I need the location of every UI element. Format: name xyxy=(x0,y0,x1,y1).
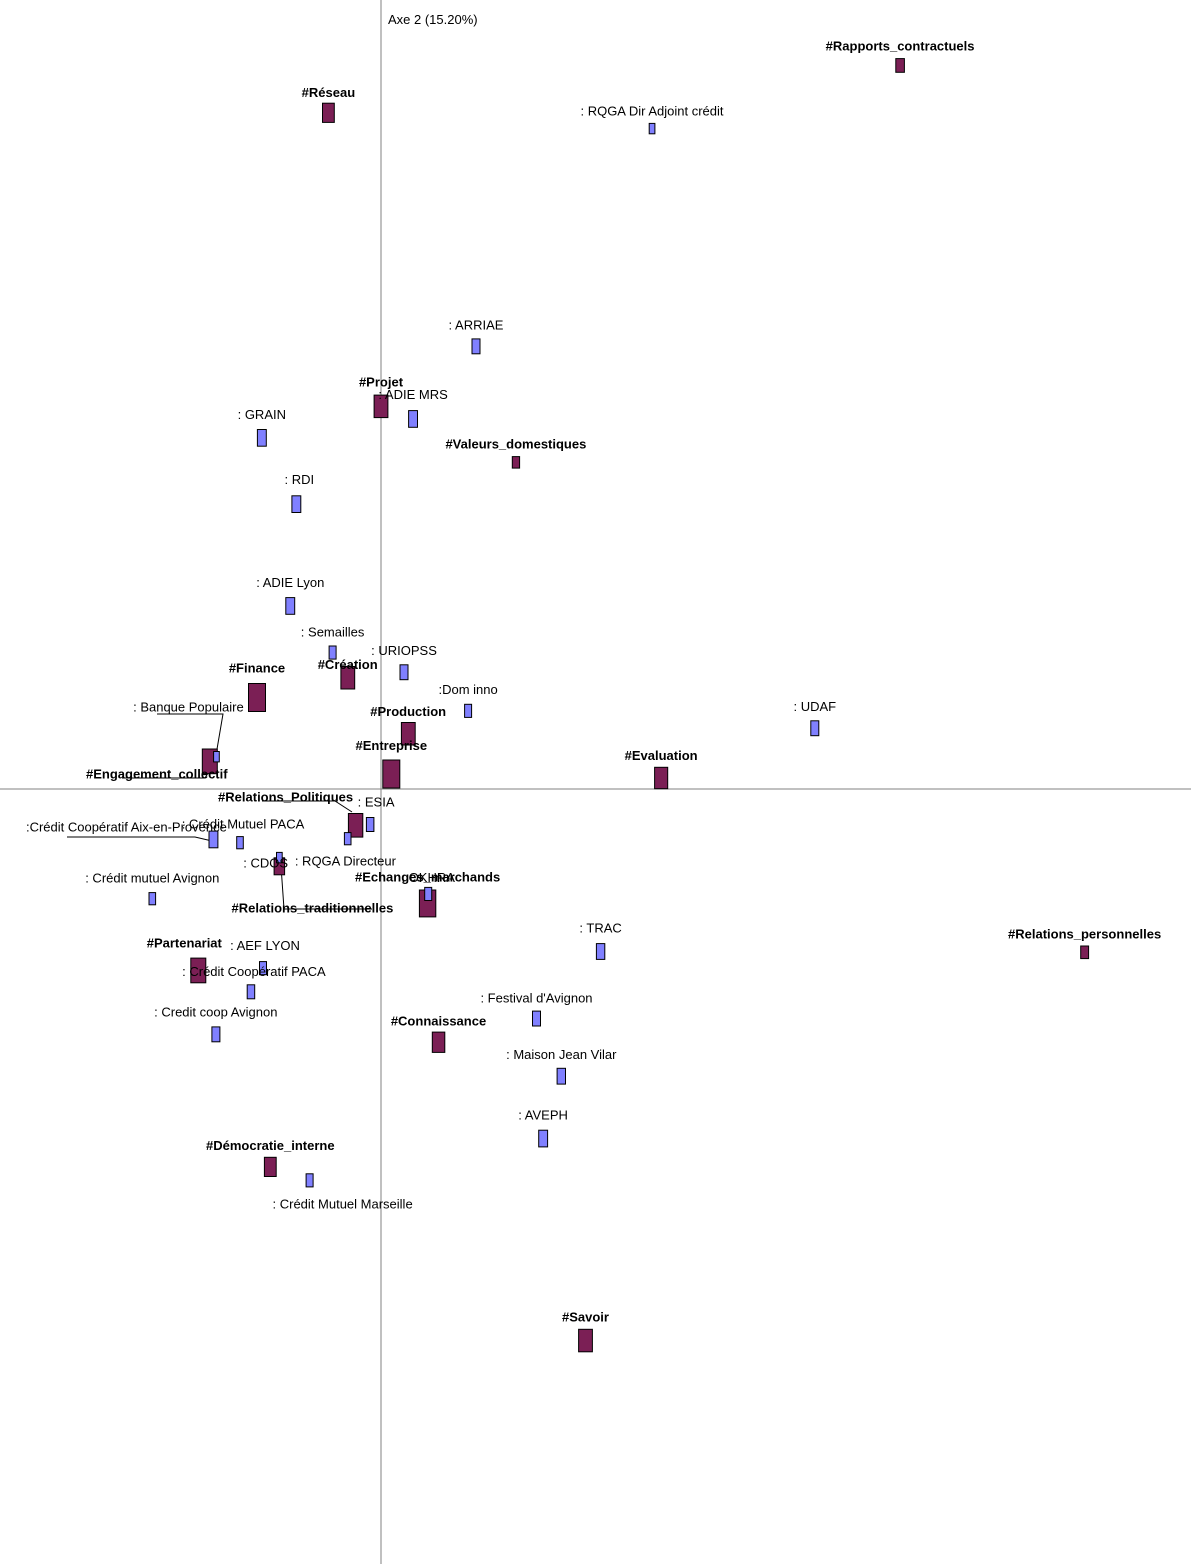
y-axis-label: Axe 2 (15.20%) xyxy=(388,12,478,27)
label-cdos: : CDOS xyxy=(243,856,288,871)
marker-maison-jean-vilar xyxy=(556,1067,566,1085)
marker-semailles xyxy=(328,645,337,660)
label-engagement-collectif: #Engagement_collectif xyxy=(86,766,228,781)
label-evaluation: #Evaluation xyxy=(625,748,698,763)
marker-democratie-interne xyxy=(263,1156,277,1178)
marker-aef-lyon xyxy=(259,961,267,976)
marker-projet xyxy=(373,394,389,419)
label-credit-mutuel-avignon: : Crédit mutuel Avignon xyxy=(85,871,219,886)
marker-aveph xyxy=(538,1129,549,1148)
marker-creation xyxy=(340,666,356,690)
marker-uriopss xyxy=(399,664,409,681)
label-credit-mutuel-paca: : Crédit Mutuel PACA xyxy=(182,817,305,832)
marker-credit-cooperatif-paca xyxy=(246,984,256,1000)
marker-okhra xyxy=(424,886,433,902)
leader-lines xyxy=(67,713,372,910)
label-projet: #Projet xyxy=(359,374,404,389)
label-trac: : TRAC xyxy=(579,921,621,936)
label-aveph: : AVEPH xyxy=(518,1108,568,1123)
label-relations-traditionnelles: #Relations_traditionnelles xyxy=(231,900,393,915)
leader-line-relations-politiques xyxy=(262,800,353,813)
label-echanges-marchands: #Echanges_marchands xyxy=(355,869,500,884)
label-creation: #Création xyxy=(318,657,378,672)
label-relations-politiques: #Relations_Politiques xyxy=(218,789,353,804)
marker-evaluation xyxy=(654,766,669,790)
label-grain: : GRAIN xyxy=(238,407,286,422)
label-credit-mutuel-marseille: : Crédit Mutuel Marseille xyxy=(273,1196,413,1211)
marker-production xyxy=(400,722,416,746)
data-labels: #Rapports_contractuels #Réseau #Projet #Val… xyxy=(26,39,1161,1325)
label-dom-inno: :Dom inno xyxy=(438,682,497,697)
label-adie-mrs: : ADIE MRS xyxy=(378,387,448,402)
label-arriae: : ARRIAE xyxy=(449,317,504,332)
label-adie-lyon: : ADIE Lyon xyxy=(256,575,324,590)
label-valeurs-domestiques: #Valeurs_domestiques xyxy=(445,436,586,451)
label-finance: #Finance xyxy=(229,661,285,676)
marker-credit-mutuel-paca xyxy=(236,836,244,850)
marker-arriae xyxy=(471,338,481,355)
label-savoir: #Savoir xyxy=(562,1310,609,1325)
marker-rqga-directeur xyxy=(276,851,283,864)
marker-festival-d-avignon xyxy=(532,1010,541,1027)
marker-credit-coop-avignon xyxy=(211,1026,221,1043)
label-partenariat: #Partenariat xyxy=(147,936,223,951)
marker-adie-lyon xyxy=(285,597,296,615)
label-rqga-directeur: : RQGA Directeur xyxy=(295,854,397,869)
marker-entreprise xyxy=(382,759,401,789)
label-relations-personnelles: #Relations_personnelles xyxy=(1008,926,1161,941)
marker-cdos xyxy=(343,832,352,846)
marker-banque-populaire xyxy=(213,751,220,763)
label-credit-coop-avignon: : Credit coop Avignon xyxy=(154,1004,277,1019)
label-udaf: : UDAF xyxy=(793,699,836,714)
label-festival-d-avignon: : Festival d'Avignon xyxy=(480,991,592,1006)
label-entreprise: #Entreprise xyxy=(356,738,428,753)
marker-rdi xyxy=(291,495,302,513)
marker-partenariat xyxy=(190,957,207,984)
marker-esia xyxy=(365,817,375,832)
label-esia: : ESIA xyxy=(358,795,395,810)
label-connaissance: #Connaissance xyxy=(391,1013,486,1028)
marker-connaissance xyxy=(431,1031,446,1053)
label-banque-populaire: : Banque Populaire xyxy=(133,700,244,715)
marker-udaf xyxy=(810,720,820,737)
label-production: #Production xyxy=(370,704,446,719)
marker-reseau xyxy=(322,102,335,123)
label-maison-jean-vilar: : Maison Jean Vilar xyxy=(506,1047,617,1062)
label-rqga-dir-adjoint-credit: : RQGA Dir Adjoint crédit xyxy=(580,104,723,119)
marker-grain xyxy=(256,429,267,447)
label-credit-cooperatif-aix-en-provence: :Crédit Coopératif Aix-en-Provence xyxy=(26,820,227,835)
label-okhra: : OKHRA xyxy=(401,870,455,885)
marker-credit-mutuel-marseille xyxy=(305,1173,314,1188)
marker-trac xyxy=(595,943,606,960)
marker-valeurs-domestiques xyxy=(511,456,521,469)
leader-line-relations-traditionnelles xyxy=(280,865,372,910)
marker-relations-personnelles xyxy=(1080,945,1090,960)
label-credit-cooperatif-paca: : Crédit Coopératif PACA xyxy=(182,964,326,979)
leader-line-credit-cooperatif-aix-en-provence xyxy=(67,836,213,842)
marker-relations-politiques xyxy=(347,813,364,838)
marker-dom-inno xyxy=(464,703,473,718)
marker-rapports-contractuels xyxy=(895,58,905,73)
label-uriopss: : URIOPSS xyxy=(371,643,437,658)
label-aef-lyon: : AEF LYON xyxy=(230,938,300,953)
label-rapports-contractuels: #Rapports_contractuels xyxy=(826,39,975,54)
marker-credit-mutuel-avignon xyxy=(148,892,157,906)
marker-credit-cooperatif-aix-en-provence xyxy=(208,830,219,849)
marker-rqga-dir-adjoint-credit xyxy=(648,122,656,135)
data-markers xyxy=(148,58,1090,1353)
marker-finance xyxy=(248,683,266,712)
marker-adie-mrs xyxy=(408,410,419,428)
leader-line-banque-populaire xyxy=(157,713,224,756)
label-rdi: : RDI xyxy=(284,472,314,487)
label-semailles: : Semailles xyxy=(301,625,365,640)
label-reseau: #Réseau xyxy=(302,85,356,100)
label-democratie-interne: #Démocratie_interne xyxy=(206,1138,335,1153)
marker-savoir xyxy=(578,1328,593,1353)
